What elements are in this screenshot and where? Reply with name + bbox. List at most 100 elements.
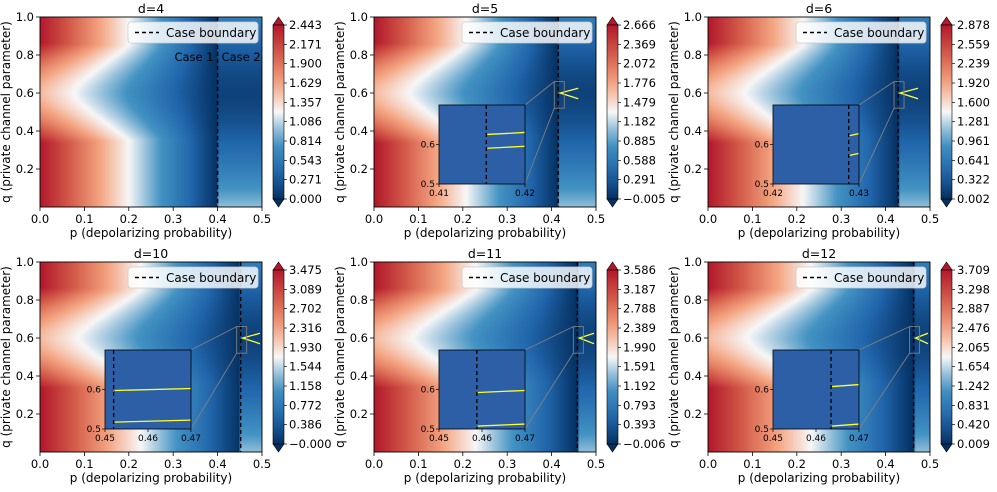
- x-tick-label: 0.4: [208, 212, 226, 226]
- y-tick-label: 0.4: [16, 124, 34, 138]
- plot-frame: [39, 16, 263, 208]
- inset-plot: 0.45 0.46 0.47 0.5 0.6: [87, 349, 201, 444]
- x-axis-label: p (depolarizing probability): [404, 471, 566, 485]
- contour-line: [897, 87, 919, 100]
- inset-x-tick-label: 0.46: [472, 434, 492, 444]
- legend-label: Case boundary: [500, 26, 590, 40]
- colorbar: 3.475 3.089 2.702 2.316 1.930 1.544 1.158 0.772…: [272, 261, 332, 453]
- zoom-connector: [190, 352, 238, 430]
- zoom-region: [893, 81, 905, 109]
- colorbar-tick-label: 2.239: [957, 57, 990, 71]
- panel-d5: d=5 0.0 0.1 0.2 0.3 0.4 0.5 0.2 0.4 0.6 0.8 1.0 p (d…: [333, 1, 666, 240]
- y-tick-label: 0.8: [16, 48, 34, 62]
- colorbar-tick-label: −0.000: [289, 437, 332, 451]
- colorbar: 2.443 2.171 1.900 1.629 1.357 1.086 0.814 0.543…: [272, 16, 322, 208]
- contour-line: [240, 332, 261, 345]
- panel-d4: Case 1 Case 2 d=4 0.0 0.1 0.2 0.3 0.4 0.5 0.2 0.4 0…: [0, 1, 322, 240]
- legend-label: Case boundary: [166, 271, 256, 285]
- y-tick-label: 0.6: [684, 331, 702, 345]
- inset-contour-line: [477, 389, 526, 394]
- colorbar-tick-label: 0.793: [623, 398, 656, 412]
- y-tick-label: 1.0: [350, 255, 368, 269]
- colorbar-tick-label: 1.920: [957, 76, 990, 90]
- inset-x-tick-label: 0.42: [763, 189, 783, 199]
- x-tick-label: 0.5: [587, 212, 605, 226]
- colorbar-tick-label: −0.005: [623, 192, 666, 206]
- colorbar-tick-label: 2.887: [957, 302, 990, 316]
- zoom-connector: [524, 326, 574, 351]
- y-tick-label: 0.2: [684, 407, 702, 421]
- colorbar-tick-label: 2.476: [957, 321, 990, 335]
- colorbar-extend-min: [272, 443, 285, 453]
- colorbar-tick-label: 1.086: [289, 115, 322, 129]
- colorbar-extend-min: [940, 198, 953, 208]
- inset-x-tick-label: 0.43: [849, 189, 869, 199]
- colorbar-extend-max: [940, 261, 953, 271]
- inset-x-tick-label: 0.47: [515, 434, 535, 444]
- y-tick-label: 0.8: [16, 293, 34, 307]
- x-tick-label: 0.4: [542, 212, 560, 226]
- colorbar-tick-label: 1.776: [623, 76, 656, 90]
- x-tick-label: 0.1: [75, 212, 93, 226]
- inset-x-tick-label: 0.47: [181, 434, 201, 444]
- colorbar-tick-label: 0.588: [623, 153, 656, 167]
- y-axis-label: q (private channel parameter): [667, 266, 681, 448]
- y-tick-label: 0.6: [350, 331, 368, 345]
- colorbar-tick-label: 2.702: [289, 302, 322, 316]
- x-tick-label: 0.2: [788, 457, 806, 471]
- inset-contour-line: [487, 145, 526, 149]
- colorbar: 3.586 3.187 2.788 2.389 1.990 1.591 1.192 0.793…: [606, 261, 666, 453]
- heatmap-image: [40, 17, 262, 207]
- colorbar-tick-label: 0.271: [289, 173, 322, 187]
- x-tick-label: 0.3: [498, 212, 516, 226]
- colorbar-tick-label: −0.006: [623, 437, 666, 451]
- colorbar-tick-label: 2.878: [957, 18, 990, 32]
- inset-contour-line: [832, 383, 860, 388]
- colorbar-tick-label: 1.900: [289, 57, 322, 71]
- x-tick-label: 0.3: [832, 457, 850, 471]
- colorbar-tick-label: 1.158: [289, 379, 322, 393]
- x-tick-label: 0.0: [31, 457, 49, 471]
- x-tick-label: 0.2: [120, 212, 138, 226]
- y-tick-label: 0.2: [350, 407, 368, 421]
- inset-contour-line: [487, 131, 526, 136]
- colorbar-tick-label: 1.357: [289, 95, 322, 109]
- colorbar-tick-label: 2.443: [289, 18, 322, 32]
- y-tick-label: 0.4: [350, 369, 368, 383]
- colorbar-tick-label: 0.000: [289, 192, 322, 206]
- colorbar-tick-label: 1.479: [623, 95, 656, 109]
- zoom-region: [909, 326, 921, 354]
- colorbar-extend-max: [272, 16, 285, 26]
- legend-box: [461, 266, 593, 289]
- zoom-connector: [190, 326, 237, 351]
- x-tick-label: 0.4: [876, 457, 894, 471]
- legend-box: [795, 21, 927, 44]
- y-tick-label: 0.8: [684, 48, 702, 62]
- colorbar-tick-label: 1.182: [623, 115, 656, 129]
- y-tick-label: 0.6: [684, 86, 702, 100]
- x-axis-label: p (depolarizing probability): [70, 226, 232, 240]
- y-tick-label: 0.8: [350, 48, 368, 62]
- colorbar-extend-min: [606, 443, 619, 453]
- panel-d11: d=11 0.0 0.1 0.2 0.3 0.4 0.5 0.2 0.4 0.6 0.8 1.0 p (…: [333, 246, 666, 485]
- colorbar-tick-label: 2.559: [957, 37, 990, 51]
- zoom-region: [572, 326, 584, 354]
- x-tick-label: 0.2: [454, 212, 472, 226]
- panel-title: d=10: [134, 246, 168, 261]
- x-tick-label: 0.5: [587, 457, 605, 471]
- colorbar-gradient: [272, 24, 285, 200]
- plot-frame: [39, 261, 263, 453]
- legend-label: Case boundary: [166, 26, 256, 40]
- y-tick-label: 1.0: [684, 255, 702, 269]
- colorbar-extend-max: [606, 16, 619, 26]
- panel-title: d=4: [138, 1, 164, 16]
- colorbar-tick-label: 1.281: [957, 115, 990, 129]
- colorbar-gradient: [272, 269, 285, 445]
- colorbar-tick-label: 0.009: [957, 437, 990, 451]
- colorbar-tick-label: 0.831: [957, 398, 990, 412]
- colorbar: 3.709 3.298 2.887 2.476 2.065 1.654 1.242 0.831…: [940, 261, 990, 453]
- panel-d6: d=6 0.0 0.1 0.2 0.3 0.4 0.5 0.2 0.4 0.6 0.8 1.0 p (d…: [667, 1, 990, 240]
- panel-title: d=11: [468, 246, 502, 261]
- colorbar-tick-label: 2.316: [289, 321, 322, 335]
- inset-plot: 0.42 0.43 0.5 0.6: [755, 104, 869, 199]
